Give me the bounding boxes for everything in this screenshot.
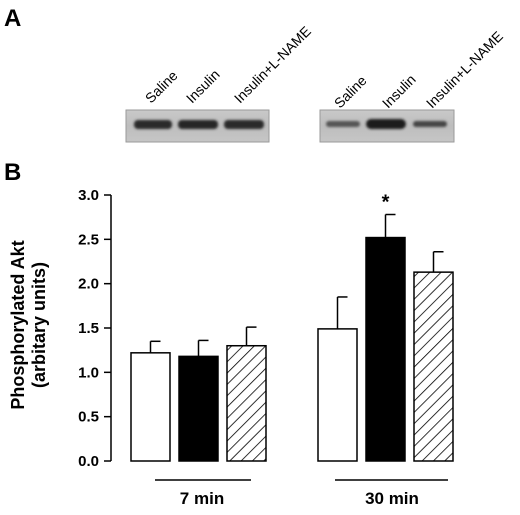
y-tick-label: 3.0 xyxy=(78,187,99,204)
y-ticks: 0.0 0.5 1.0 1.5 2.0 2.5 3.0 xyxy=(78,187,111,470)
blot-right-lane-insulin: Insulin xyxy=(379,71,419,111)
blot-right-lane-saline: Saline xyxy=(331,72,370,111)
western-blot-left xyxy=(125,109,270,143)
bars: * xyxy=(130,192,454,462)
western-blot-right xyxy=(319,109,455,143)
group-label-7min: 7 min xyxy=(180,489,224,508)
blot-band xyxy=(224,120,264,129)
blot-band xyxy=(134,120,172,129)
y-tick-label: 1.5 xyxy=(78,320,99,337)
panel-a-label: A xyxy=(4,5,21,32)
blot-right-lane-insulin-lname: Insulin+L-NAME xyxy=(423,28,506,111)
bar xyxy=(413,271,454,462)
blot-left-lane-saline: Saline xyxy=(142,67,181,106)
significance-marker: * xyxy=(382,192,390,214)
blot-band xyxy=(178,120,218,129)
y-tick-label: 0.0 xyxy=(78,453,99,470)
group-label-30min: 30 min xyxy=(365,489,419,508)
blot-band xyxy=(366,119,406,129)
y-tick-label: 2.0 xyxy=(78,276,99,293)
y-axis-label-line1: Phosphorylated Akt xyxy=(8,240,28,409)
bar xyxy=(365,236,406,462)
blot-band xyxy=(413,121,447,127)
y-tick-label: 1.0 xyxy=(78,364,99,381)
blot-band xyxy=(326,121,360,127)
bar xyxy=(178,355,219,462)
blot-left-lane-insulin-lname: Insulin+L-NAME xyxy=(231,23,314,106)
y-tick-label: 0.5 xyxy=(78,409,99,426)
bar xyxy=(226,344,267,462)
y-axis-label-line2: (arbitary units) xyxy=(29,262,49,388)
y-tick-label: 2.5 xyxy=(78,231,99,248)
blot-left-lane-insulin: Insulin xyxy=(183,66,223,106)
bar xyxy=(130,352,171,462)
panel-b-label: B xyxy=(4,159,21,186)
bar xyxy=(317,328,358,462)
